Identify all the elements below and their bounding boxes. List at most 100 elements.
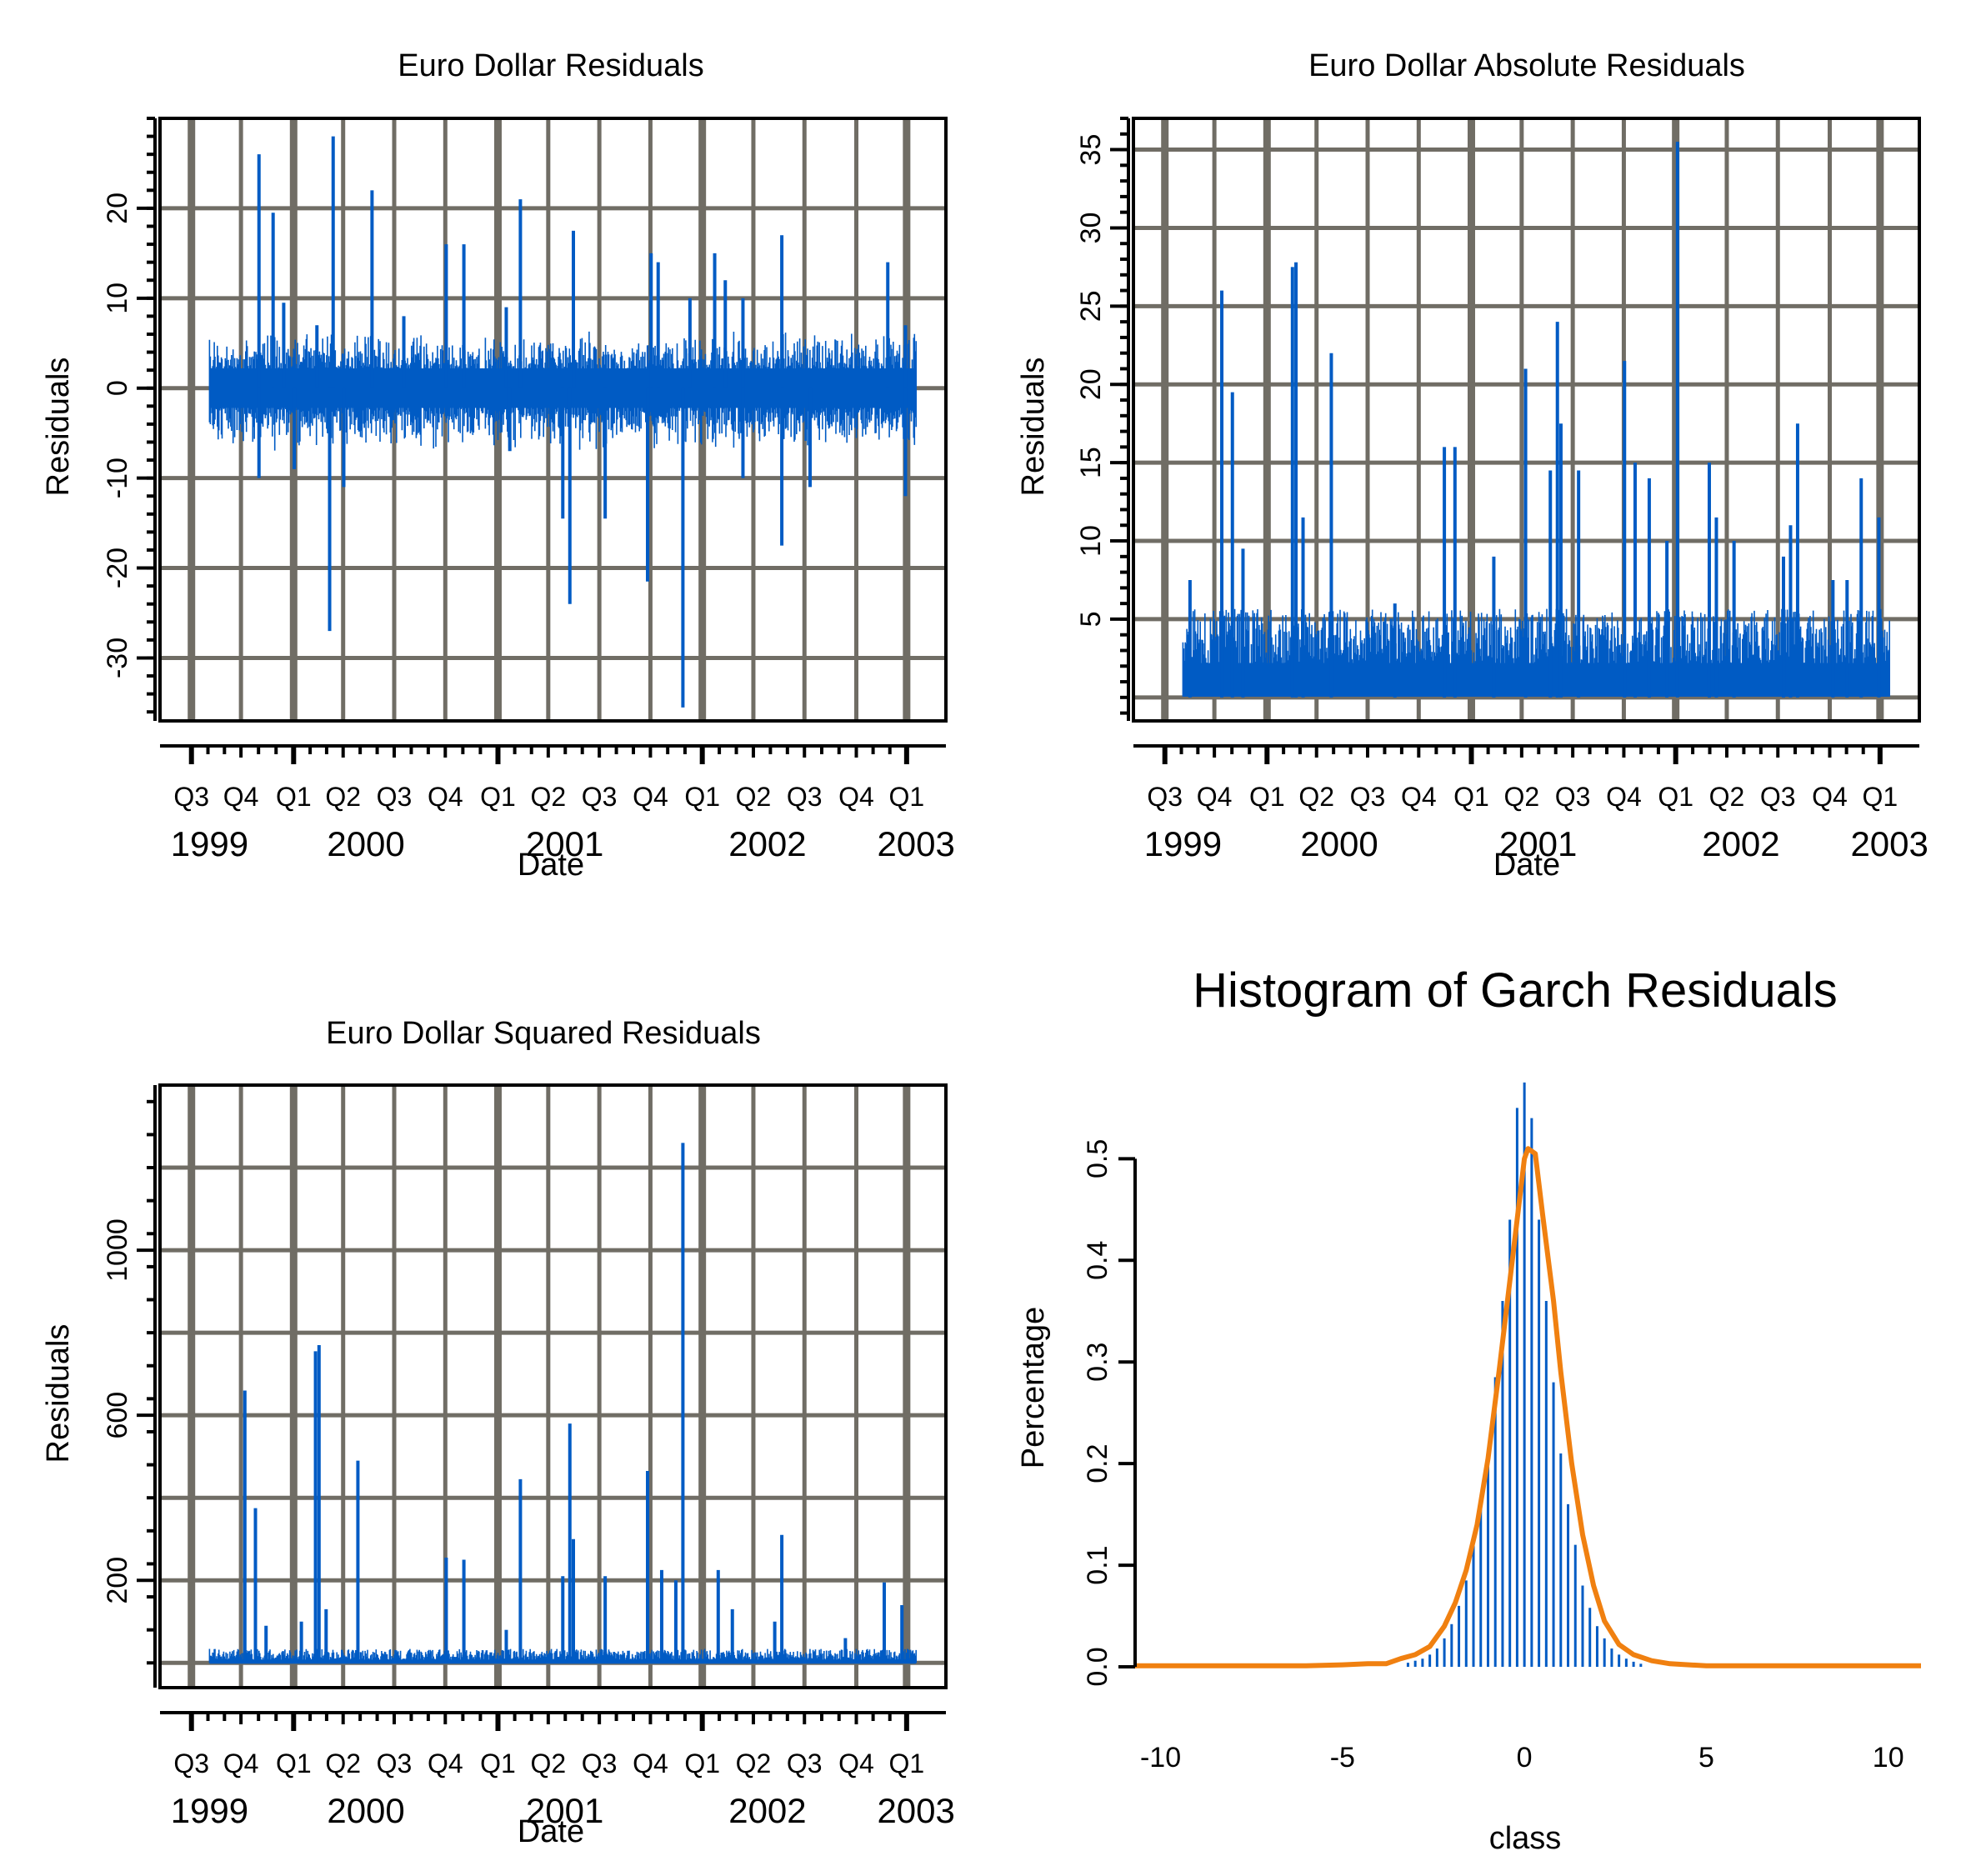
x-quarter-label: Q4 (1812, 782, 1848, 812)
y-tick-label: -10 (102, 458, 133, 498)
x-quarter-label: Q2 (736, 782, 772, 812)
x-quarter-label: Q4 (1197, 782, 1233, 812)
y-tick-label: -30 (102, 638, 133, 678)
y-tick-label: 0 (102, 380, 133, 396)
panel-residuals: Euro Dollar Residuals 20 10 0 -10 -20 -30 Q3 Q4… (41, 48, 955, 883)
panel-absolute: Euro Dollar Absolute Residuals 5 10 15 20 25… (1016, 48, 1928, 883)
panel-squared: Euro Dollar Squared Residuals 200 600 1000… (41, 1016, 955, 1849)
x-year-label: 2003 (877, 1791, 954, 1830)
x-quarter-label: Q1 (889, 782, 925, 812)
x-quarter-label: Q4 (223, 1748, 259, 1778)
x-quarter-label: Q3 (1555, 782, 1591, 812)
x-quarter-label: Q1 (1453, 782, 1489, 812)
x-quarter-label: Q3 (377, 782, 413, 812)
ylabel-absolute: Residuals (1016, 358, 1051, 497)
x-quarter-label: Q3 (377, 1748, 413, 1778)
y-tick-label: 200 (102, 1557, 133, 1604)
plot-frame (1132, 117, 1921, 723)
x-year-label: 2000 (1300, 824, 1378, 863)
x-quarter-label: Q1 (276, 1748, 312, 1778)
density-curve (1135, 1146, 1921, 1668)
x-quarter-label: Q4 (1401, 782, 1437, 812)
title-absolute: Euro Dollar Absolute Residuals (1308, 48, 1745, 83)
x-year-label: 1999 (1144, 824, 1222, 863)
x-quarter-label: Q4 (838, 782, 874, 812)
y-tick-label: 0.3 (1082, 1343, 1113, 1382)
x-quarter-label: Q3 (1350, 782, 1386, 812)
x-quarter-label: Q4 (633, 1748, 668, 1778)
x-year-label: 2000 (327, 1791, 404, 1830)
y-tick-label: 0.5 (1082, 1139, 1113, 1178)
x-year-label: 2003 (877, 824, 954, 863)
x-year-label: 2001 (526, 1791, 603, 1830)
x-year-label: 2001 (1499, 824, 1577, 863)
x-quarter-label: Q4 (223, 782, 259, 812)
x-quarter-label: Q1 (276, 782, 312, 812)
panel-histogram: Histogram of Garch Residuals 0.00.10.20.… (1016, 963, 1921, 1856)
x-tick-label: 10 (1873, 1742, 1904, 1773)
x-quarter-label: Q3 (582, 1748, 618, 1778)
plot-residuals: 20 10 0 -10 -20 -30 Q3 Q4 Q1 Q2 Q3 Q4 Q1 Q2 Q3 Q4 Q1 Q2 Q3… (102, 117, 955, 863)
x-quarter-label: Q2 (1298, 782, 1334, 812)
title-residuals: Euro Dollar Residuals (398, 48, 704, 83)
ylabel-residuals: Residuals (41, 358, 76, 497)
y-tick-label: 10 (1075, 525, 1107, 557)
xlabel-squared: Date (518, 1814, 584, 1849)
x-tick-label: -10 (1140, 1742, 1181, 1773)
y-tick-label: 15 (1075, 447, 1107, 478)
y-tick-label: 0.2 (1082, 1444, 1113, 1483)
xlabel-absolute: Date (1493, 848, 1560, 883)
x-quarter-label: Q1 (684, 782, 720, 812)
x-quarter-label: Q4 (633, 782, 668, 812)
x-quarter-label: Q3 (582, 782, 618, 812)
x-quarter-label: Q3 (173, 1748, 209, 1778)
x-quarter-label: Q1 (1863, 782, 1898, 812)
x-year-label: 2002 (1702, 824, 1779, 863)
plot-frame (158, 1083, 948, 1689)
series-core (1183, 663, 1890, 697)
x-year-label: 2002 (728, 1791, 806, 1830)
plot-histogram: 0.0 0.1 0.2 0.3 0.4 0.5 -10 -5 0 5 10 (1082, 1082, 1921, 1773)
y-tick-label: 1000 (102, 1218, 133, 1282)
y-tick-label: 5 (1075, 611, 1107, 627)
x-quarter-label: Q1 (889, 1748, 925, 1778)
xlabel-histogram: class (1489, 1821, 1562, 1856)
x-year-label: 2000 (327, 824, 404, 863)
title-squared: Euro Dollar Squared Residuals (326, 1016, 761, 1051)
x-quarter-label: Q3 (787, 1748, 823, 1778)
y-tick-label: 0.4 (1082, 1241, 1113, 1280)
x-quarter-label: Q3 (1760, 782, 1796, 812)
x-quarter-label: Q1 (684, 1748, 720, 1778)
x-year-label: 1999 (171, 1791, 248, 1830)
y-tick-label: 20 (1075, 368, 1107, 400)
plot-squared: 200 600 1000 Q3 Q4 Q1 Q2 Q3 Q4 Q1 Q2 Q3 Q4 Q1 Q2 Q3 Q4 Q1… (102, 1083, 955, 1830)
x-quarter-label: Q2 (1709, 782, 1745, 812)
plot-frame (158, 117, 948, 723)
x-quarter-label: Q3 (173, 782, 209, 812)
x-quarter-label: Q2 (736, 1748, 772, 1778)
y-tick-label: 30 (1075, 213, 1107, 244)
y-tick-label: 0.1 (1082, 1545, 1113, 1584)
x-year-label: 2001 (526, 824, 603, 863)
x-quarter-label: Q1 (1249, 782, 1285, 812)
x-quarter-label: Q4 (428, 1748, 463, 1778)
y-tick-label: 20 (102, 193, 133, 224)
x-year-label: 2003 (1850, 824, 1928, 863)
x-quarter-label: Q4 (428, 782, 463, 812)
y-tick-label: 10 (102, 283, 133, 314)
xlabel-residuals: Date (518, 848, 584, 883)
y-tick-label: 600 (102, 1392, 133, 1439)
y-tick-label: -20 (102, 548, 133, 588)
ylabel-histogram: Percentage (1016, 1307, 1051, 1468)
x-year-label: 1999 (171, 824, 248, 863)
x-quarter-label: Q1 (480, 1748, 516, 1778)
x-quarter-label: Q1 (480, 782, 516, 812)
x-quarter-label: Q2 (1503, 782, 1539, 812)
x-quarter-label: Q4 (838, 1748, 874, 1778)
x-quarter-label: Q2 (325, 1748, 361, 1778)
x-quarter-label: Q2 (530, 782, 566, 812)
x-tick-label: 0 (1517, 1742, 1533, 1773)
x-quarter-label: Q1 (1658, 782, 1693, 812)
